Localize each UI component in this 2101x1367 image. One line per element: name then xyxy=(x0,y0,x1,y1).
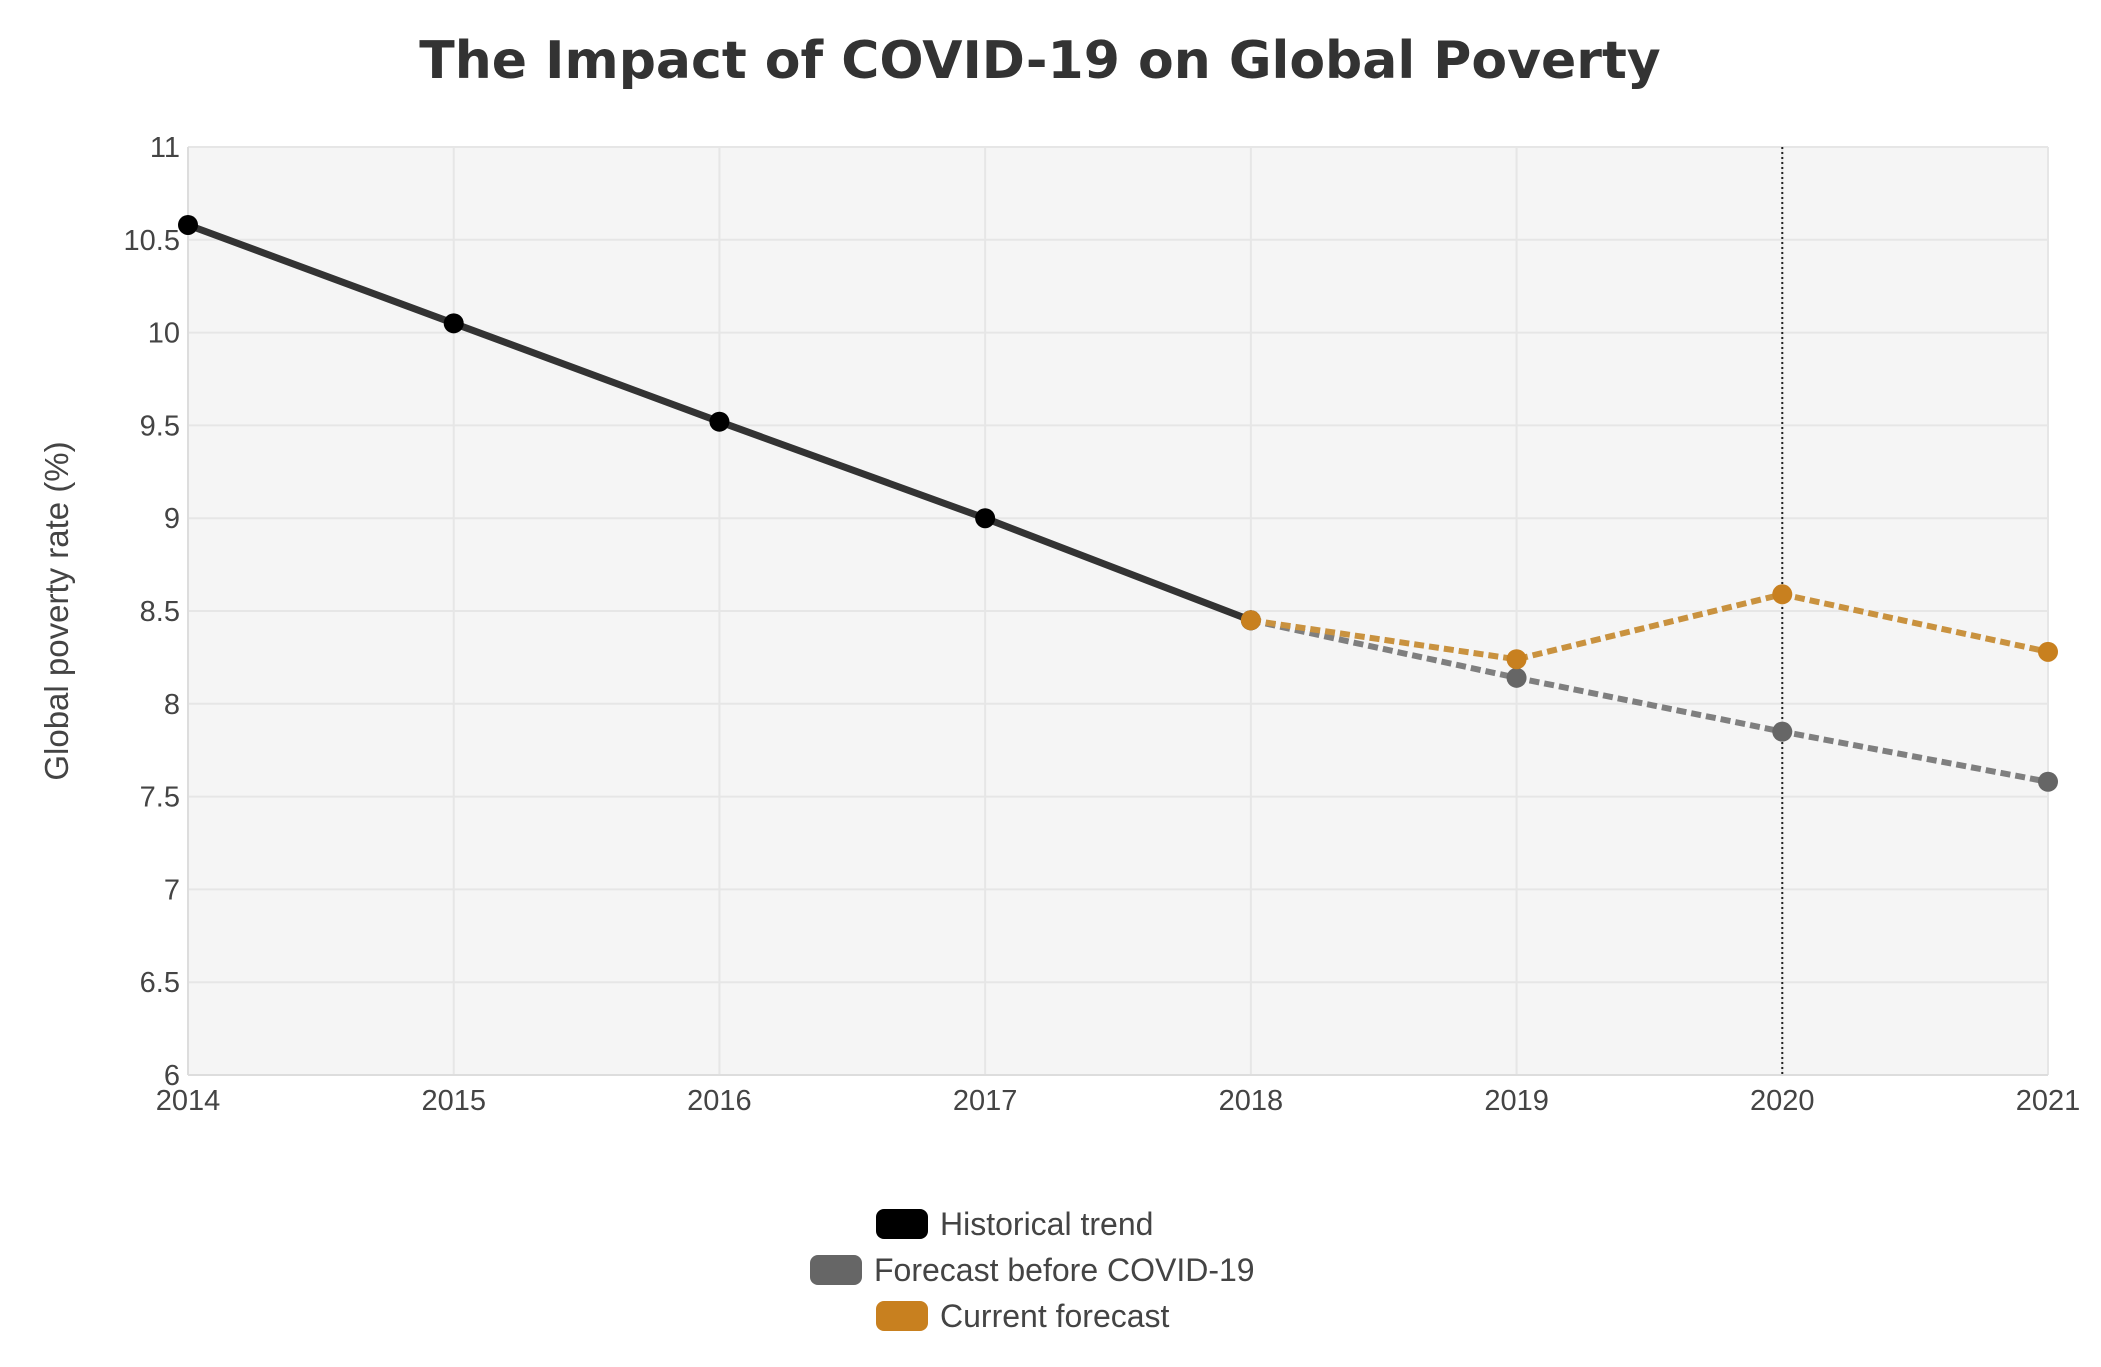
data-point-forecast-before-covid-19 xyxy=(1506,667,1527,688)
x-tick-label: 2016 xyxy=(687,1085,752,1117)
chart-title: The Impact of COVID-19 on Global Poverty xyxy=(419,31,1660,91)
y-tick-label: 9.5 xyxy=(140,410,180,442)
y-axis-title: Global poverty rate (%) xyxy=(38,441,75,780)
data-point-historical-trend xyxy=(709,411,730,432)
series-line-forecast-before-covid-19 xyxy=(1250,617,2049,785)
y-tick-label: 9 xyxy=(164,503,180,535)
series-line-current-forecast xyxy=(1250,591,2049,663)
y-tick-label: 10.5 xyxy=(124,225,180,257)
grid-lines xyxy=(187,146,2049,1076)
legend-label-current-forecast: Current forecast xyxy=(940,1298,1170,1334)
y-tick-label: 8.5 xyxy=(140,596,180,628)
y-tick-label: 6.5 xyxy=(140,967,180,999)
data-point-current-forecast xyxy=(1506,649,1527,670)
y-tick-label: 7 xyxy=(164,874,180,906)
data-point-current-forecast xyxy=(1240,610,1261,631)
legend-label-forecast-before-covid-19: Forecast before COVID-19 xyxy=(874,1252,1255,1288)
x-tick-label: 2021 xyxy=(2016,1085,2081,1117)
x-tick-label: 2017 xyxy=(953,1085,1018,1117)
y-tick-label: 6 xyxy=(164,1060,180,1092)
data-point-historical-trend xyxy=(443,313,464,334)
data-point-current-forecast xyxy=(1772,584,1793,605)
y-tick-label: 7.5 xyxy=(140,782,180,814)
legend-label-historical-trend: Historical trend xyxy=(940,1206,1153,1242)
data-point-forecast-before-covid-19 xyxy=(2038,771,2058,792)
y-tick-label: 10 xyxy=(148,318,180,350)
x-axis-ticks: 2014 2015 2016 2017 2018 2019 2020 2021 xyxy=(156,1085,2081,1117)
series-current-forecast xyxy=(1240,584,2058,670)
x-tick-label: 2014 xyxy=(156,1085,221,1117)
data-point-historical-trend xyxy=(178,214,198,235)
x-tick-label: 2018 xyxy=(1219,1085,1284,1117)
y-tick-label: 11 xyxy=(150,132,180,164)
x-tick-label: 2015 xyxy=(421,1085,486,1117)
y-axis-ticks: 6 6.5 7 7.5 8 8.5 9 9.5 10 10.5 11 xyxy=(124,132,180,1092)
legend-swatch-historical-trend xyxy=(876,1209,928,1239)
data-point-forecast-before-covid-19 xyxy=(1772,721,1793,742)
x-tick-label: 2020 xyxy=(1750,1085,1815,1117)
y-tick-label: 8 xyxy=(164,689,180,721)
data-point-current-forecast xyxy=(2038,641,2058,662)
x-tick-label: 2019 xyxy=(1484,1085,1549,1117)
data-point-historical-trend xyxy=(975,508,996,529)
data-series xyxy=(178,214,2058,792)
legend-swatch-current-forecast xyxy=(876,1301,928,1331)
legend-swatch-forecast-before-covid-19 xyxy=(810,1255,862,1285)
legend: Historical trend Forecast before COVID-19… xyxy=(810,1206,1255,1334)
